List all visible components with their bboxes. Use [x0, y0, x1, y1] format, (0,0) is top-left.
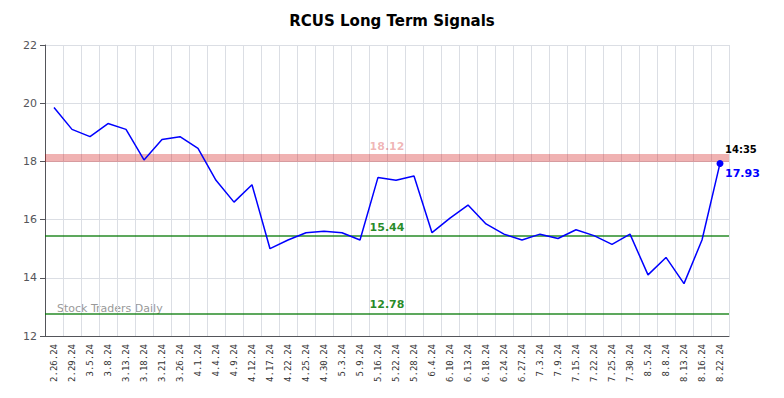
svg-text:14: 14 — [23, 271, 37, 284]
svg-text:6.4.24: 6.4.24 — [427, 344, 437, 377]
svg-text:6.10.24: 6.10.24 — [445, 344, 455, 382]
svg-text:6.24.24: 6.24.24 — [499, 344, 509, 382]
svg-text:3.5.24: 3.5.24 — [85, 344, 95, 377]
svg-text:8.5.24: 8.5.24 — [643, 344, 653, 377]
svg-text:7.3.24: 7.3.24 — [535, 344, 545, 377]
svg-text:4.22.24: 4.22.24 — [283, 344, 293, 382]
svg-text:6.18.24: 6.18.24 — [481, 344, 491, 382]
svg-text:7.30.24: 7.30.24 — [625, 344, 635, 382]
svg-text:16: 16 — [23, 213, 37, 226]
svg-text:3.26.24: 3.26.24 — [175, 344, 185, 382]
svg-text:5.22.24: 5.22.24 — [391, 344, 401, 382]
svg-text:4.1.24: 4.1.24 — [193, 344, 203, 377]
svg-text:3.8.24: 3.8.24 — [103, 344, 113, 377]
svg-text:8.13.24: 8.13.24 — [679, 344, 689, 382]
svg-text:3.13.24: 3.13.24 — [121, 344, 131, 382]
svg-text:4.12.24: 4.12.24 — [247, 344, 257, 382]
svg-text:5.16.24: 5.16.24 — [373, 344, 383, 382]
svg-text:18: 18 — [23, 155, 37, 168]
svg-text:3.18.24: 3.18.24 — [139, 344, 149, 382]
svg-text:7.25.24: 7.25.24 — [607, 344, 617, 382]
svg-text:8.16.24: 8.16.24 — [697, 344, 707, 382]
svg-text:8.8.24: 8.8.24 — [661, 344, 671, 377]
svg-text:12.78: 12.78 — [370, 298, 405, 311]
svg-text:RCUS Long Term Signals: RCUS Long Term Signals — [289, 12, 495, 30]
svg-text:6.27.24: 6.27.24 — [517, 344, 527, 382]
svg-text:2.26.24: 2.26.24 — [49, 344, 59, 382]
svg-text:7.15.24: 7.15.24 — [571, 344, 581, 382]
svg-text:4.30.24: 4.30.24 — [319, 344, 329, 382]
svg-text:22: 22 — [23, 39, 37, 52]
svg-text:Stock Traders Daily: Stock Traders Daily — [57, 302, 163, 315]
svg-text:3.21.24: 3.21.24 — [157, 344, 167, 382]
svg-text:12: 12 — [23, 330, 37, 343]
svg-text:5.28.24: 5.28.24 — [409, 344, 419, 382]
svg-text:7.9.24: 7.9.24 — [553, 344, 563, 377]
svg-text:7.22.24: 7.22.24 — [589, 344, 599, 382]
svg-text:2.29.24: 2.29.24 — [67, 344, 77, 382]
svg-text:5.9.24: 5.9.24 — [355, 344, 365, 377]
svg-text:20: 20 — [23, 97, 37, 110]
svg-text:4.25.24: 4.25.24 — [301, 344, 311, 382]
svg-text:18.12: 18.12 — [370, 140, 405, 153]
svg-text:17.93: 17.93 — [725, 167, 760, 180]
svg-text:6.13.24: 6.13.24 — [463, 344, 473, 382]
svg-text:5.3.24: 5.3.24 — [337, 344, 347, 377]
svg-text:15.44: 15.44 — [370, 221, 405, 234]
svg-text:4.17.24: 4.17.24 — [265, 344, 275, 382]
svg-text:4.9.24: 4.9.24 — [229, 344, 239, 377]
svg-text:4.4.24: 4.4.24 — [211, 344, 221, 377]
svg-text:14:35: 14:35 — [725, 144, 757, 155]
svg-text:8.22.24: 8.22.24 — [715, 344, 725, 382]
